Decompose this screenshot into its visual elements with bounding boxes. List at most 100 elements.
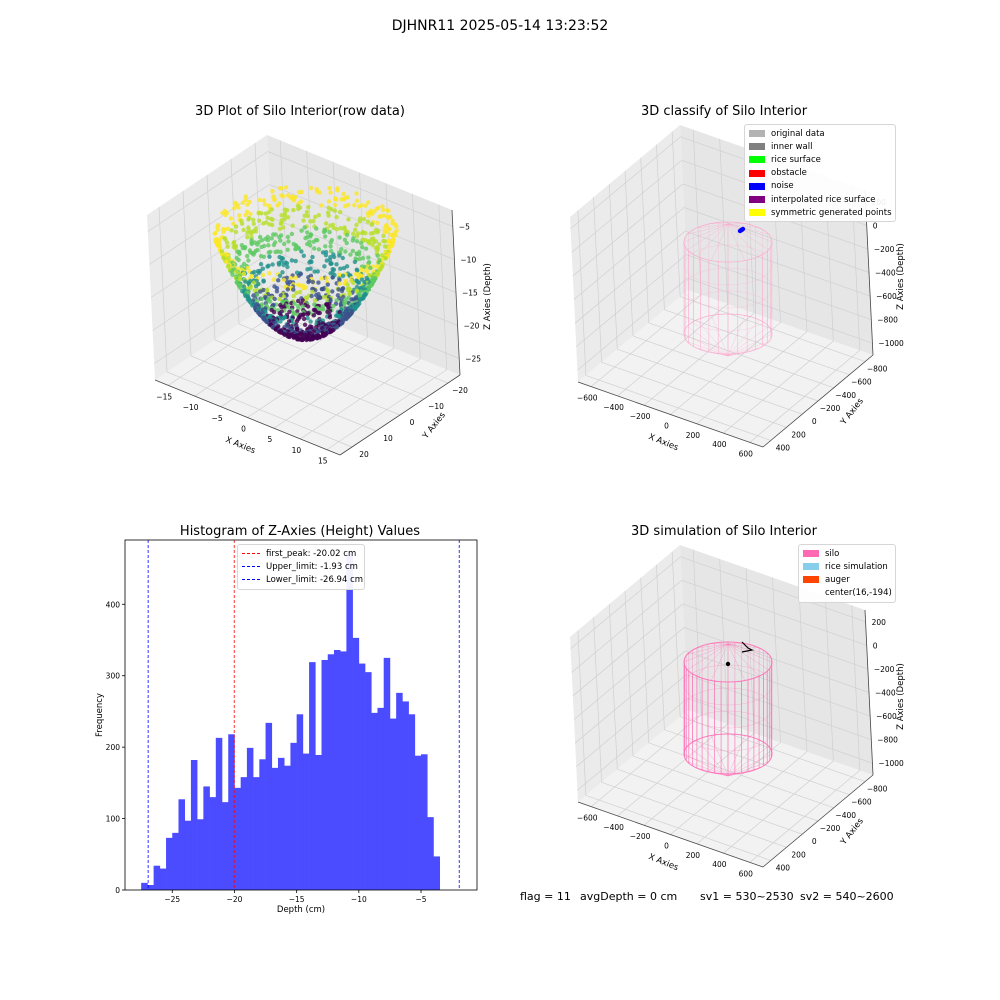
x-tick-label: 600 — [739, 449, 754, 458]
avg-depth-text: avgDepth = 0 cm — [580, 890, 678, 903]
legend-item-rice-simulation: rice simulation — [803, 560, 891, 573]
grid-line — [632, 755, 819, 822]
x-axis-line — [577, 801, 764, 868]
scatter-point — [331, 254, 337, 260]
scatter-point — [380, 204, 385, 209]
y-axis-label: Y Axies — [420, 410, 448, 442]
scatter-point — [359, 231, 365, 236]
legend-item-original-data: original data — [749, 127, 891, 140]
center-marker — [741, 641, 754, 653]
scatter-point — [255, 242, 260, 247]
histogram-bar — [352, 637, 360, 890]
z-axis-label: Z Axies (Depth) — [483, 263, 493, 330]
y-axis-line — [762, 774, 874, 868]
scatter-point — [314, 226, 319, 231]
scatter-point — [288, 275, 293, 281]
scatter-point — [245, 253, 250, 259]
y-axis-line — [339, 374, 461, 456]
grid-line — [573, 627, 685, 720]
scatter-point — [284, 208, 290, 213]
scatter-point — [293, 258, 298, 264]
silo-ring — [683, 267, 773, 309]
silo-roof-line — [727, 223, 760, 257]
scatter-point — [308, 243, 313, 248]
scatter-point — [370, 211, 375, 217]
scatter-point — [343, 203, 348, 209]
scatter-point — [317, 190, 322, 195]
scatter-point — [326, 199, 332, 204]
scatter-point — [223, 212, 228, 218]
z-tick-label: −25 — [465, 355, 481, 364]
scatter-point — [245, 202, 250, 207]
scatter-point — [212, 231, 217, 236]
scatter-point — [239, 221, 245, 226]
scatter-point — [340, 273, 346, 278]
scatter-point — [281, 225, 286, 230]
x-tick-label: 0 — [241, 425, 246, 434]
y-tick-label: 400 — [776, 443, 791, 452]
scatter-point — [285, 264, 290, 270]
z-tick-label: −15 — [462, 289, 478, 298]
scatter-point — [336, 287, 341, 292]
scatter-point — [354, 198, 360, 203]
scatter-point — [302, 322, 308, 327]
scatter-point — [245, 265, 250, 271]
scatter-point — [328, 190, 333, 195]
scatter-point — [296, 206, 301, 212]
scatter-point — [295, 337, 300, 342]
y-tick-label: 0 — [812, 417, 817, 426]
scatter-point — [330, 275, 335, 280]
scatter-point — [294, 290, 299, 296]
scatter-point — [369, 222, 374, 227]
grid-line — [680, 556, 866, 623]
scatter-point — [272, 296, 277, 302]
legend-swatch — [803, 563, 819, 571]
histogram-bar — [365, 672, 372, 890]
x-tick-label: 600 — [739, 869, 754, 878]
scatter-point — [291, 335, 296, 340]
z-tick-label: −10 — [460, 256, 476, 265]
scatter-point — [284, 261, 290, 266]
scatter-point — [360, 245, 365, 250]
x-tick-label: −10 — [351, 895, 367, 904]
scatter-point — [301, 316, 307, 322]
x-tick-label: −10 — [183, 403, 199, 412]
x-tick-label: 200 — [686, 851, 701, 860]
scatter-point — [378, 267, 383, 272]
y-tick-label: 0 — [410, 418, 415, 427]
scatter-point — [276, 278, 281, 283]
silo-cone-line — [696, 767, 729, 777]
scatter-point — [327, 315, 333, 320]
scatter-point — [215, 227, 220, 232]
grid-line — [571, 580, 682, 673]
histogram-bar — [377, 707, 385, 890]
scatter-point — [236, 257, 241, 263]
scatter-point — [242, 246, 247, 251]
histogram-bar — [228, 734, 235, 890]
scatter-point — [334, 262, 339, 267]
y-tick-label: −400 — [835, 811, 856, 820]
scatter-point — [315, 269, 320, 274]
scatter-point — [328, 223, 333, 228]
scatter-point — [314, 292, 319, 298]
scatter-point — [286, 305, 291, 310]
silo-roof-line — [727, 223, 745, 225]
scatter-point — [316, 213, 321, 218]
scatter-point — [328, 244, 333, 249]
scatter-point — [267, 299, 273, 304]
legend-item-upper-limit: Upper_limit: -1.93 cm — [242, 560, 360, 573]
scatter-point — [351, 231, 356, 236]
scatter-point — [291, 293, 296, 299]
histogram-title: Histogram of Z-Axies (Height) Values — [179, 524, 421, 539]
scatter-point — [241, 227, 246, 233]
grid-line — [214, 339, 401, 416]
legend-item-center: center(16,-194) — [803, 587, 892, 600]
histogram-bar — [166, 837, 173, 890]
scatter-point — [354, 191, 359, 196]
z-tick-label: −400 — [875, 269, 896, 278]
scatter-point — [323, 244, 328, 249]
scatter-point — [271, 309, 277, 315]
scatter-point — [305, 312, 310, 317]
scatter-point — [282, 213, 287, 218]
simulation-plot-title: 3D simulation of Silo Interior — [631, 524, 817, 539]
